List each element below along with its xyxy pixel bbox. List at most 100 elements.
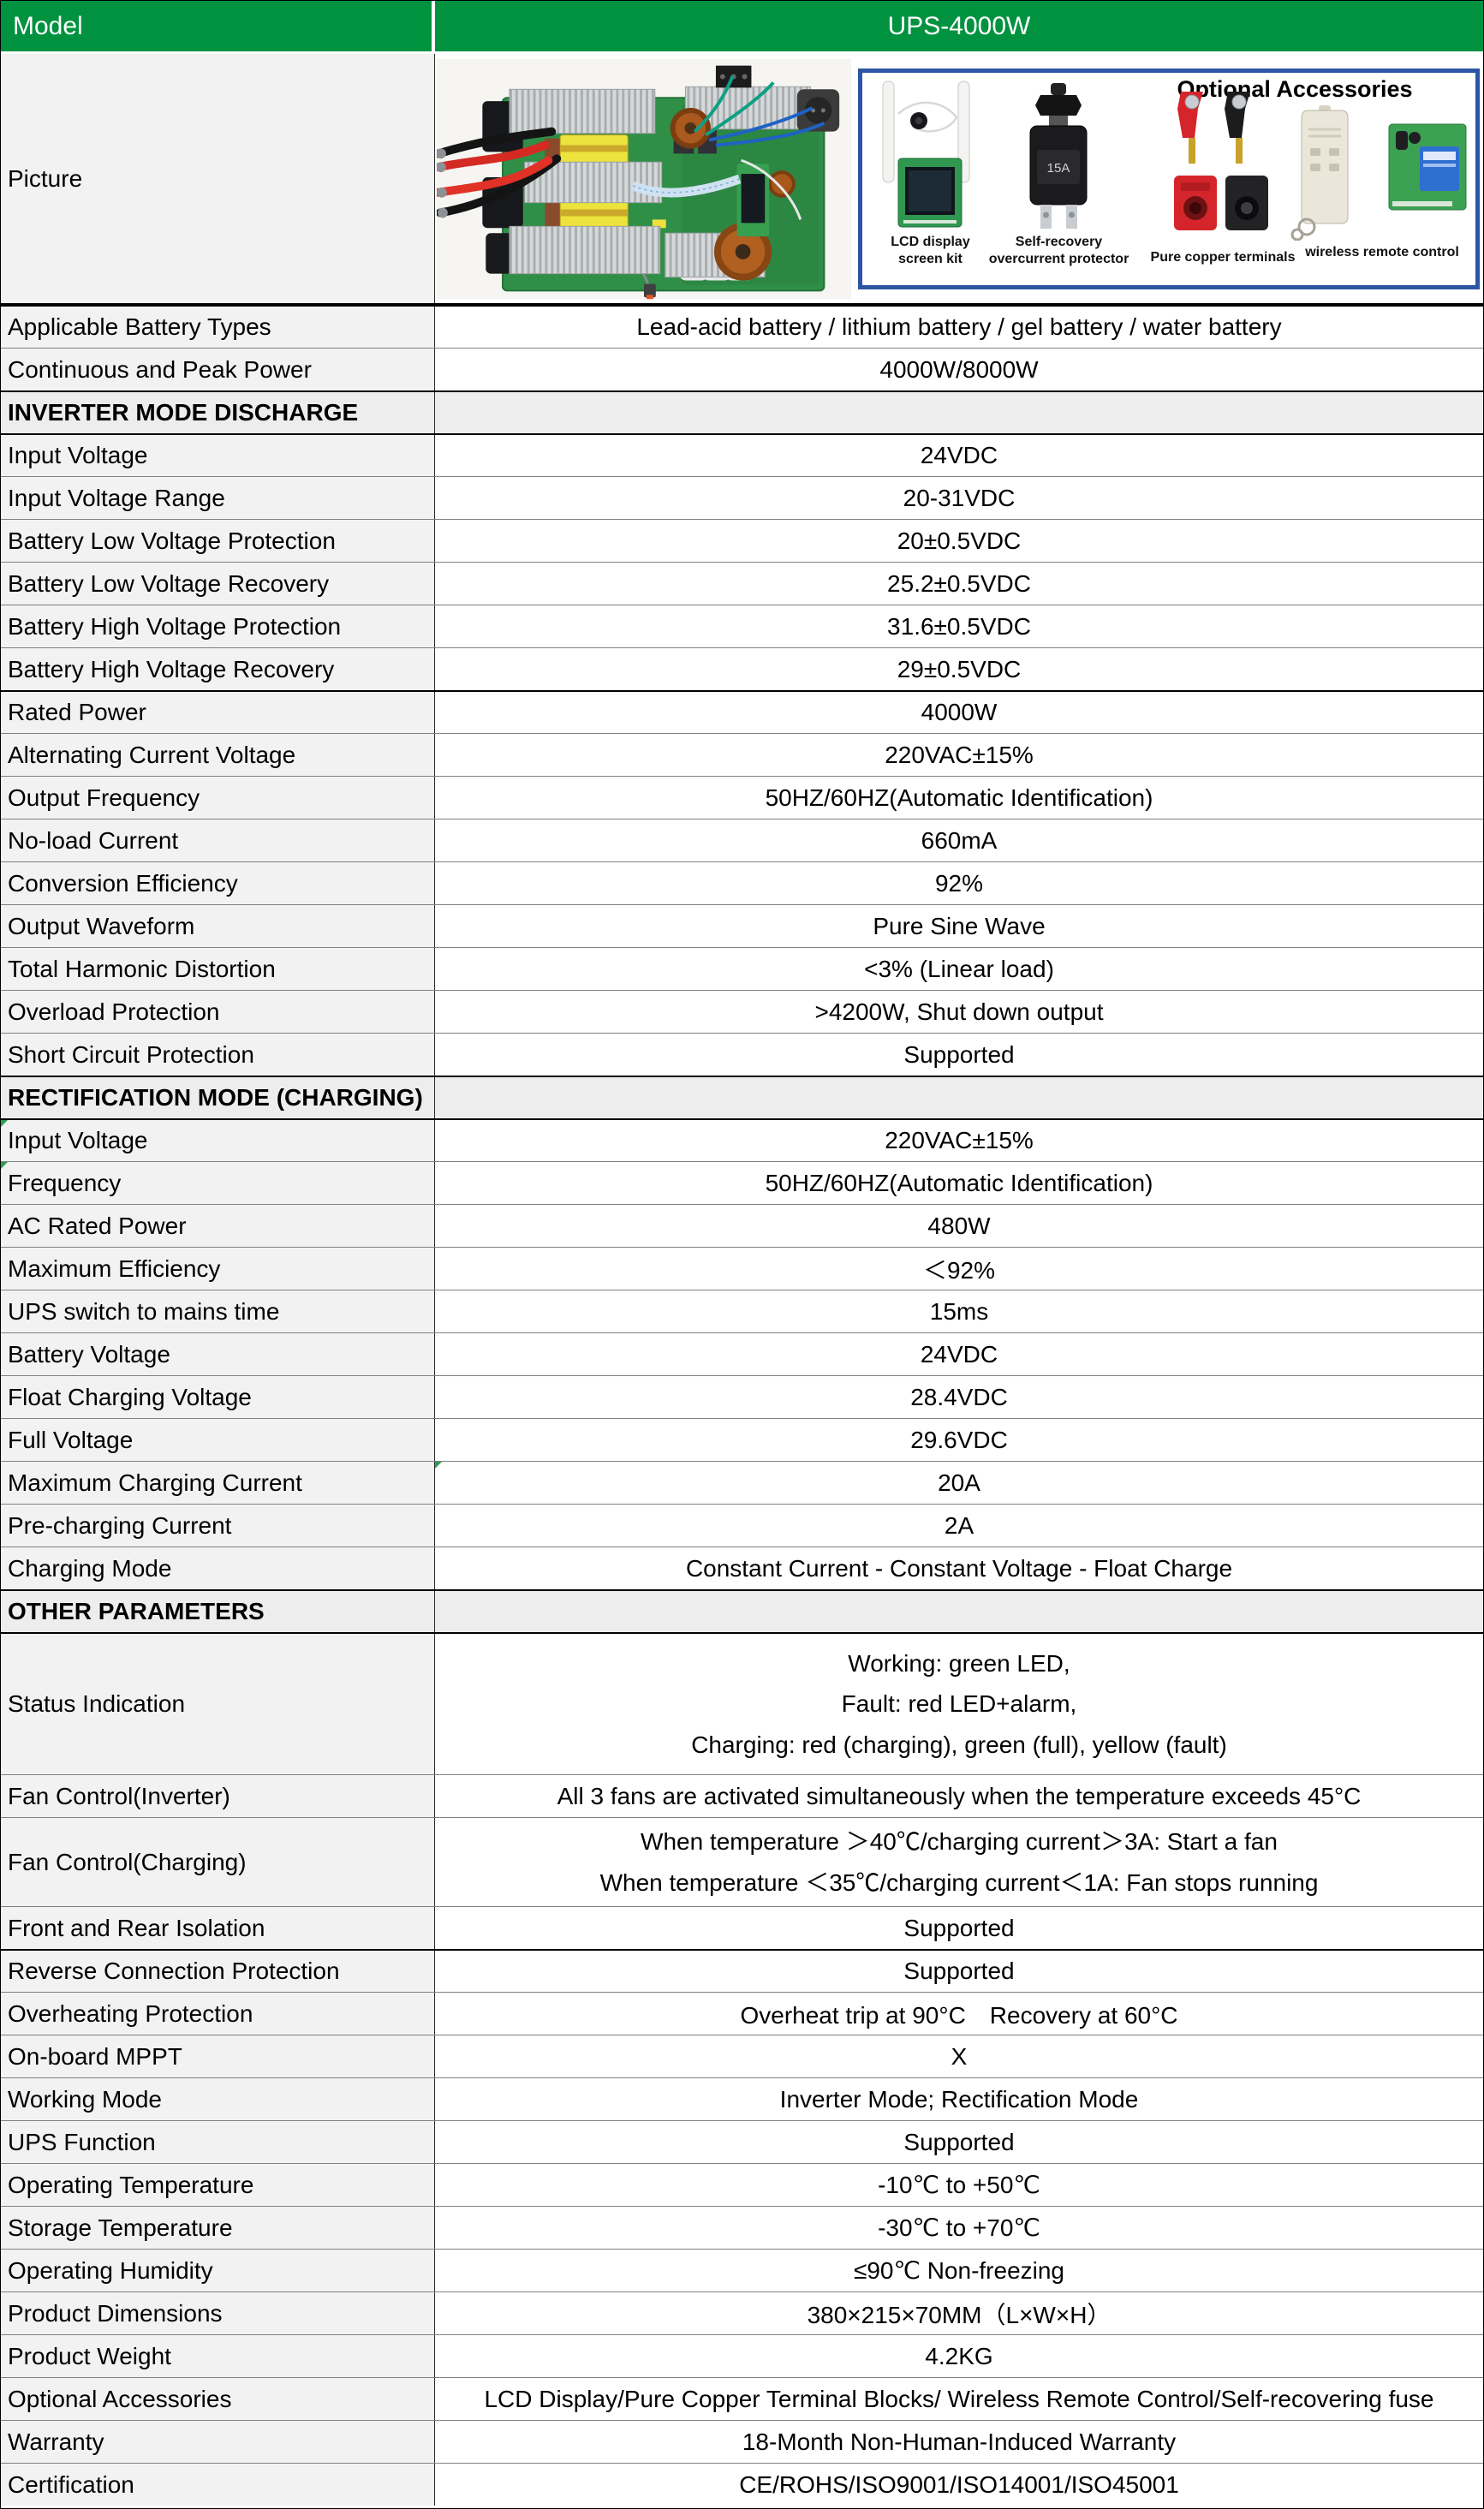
spec-value-text: 20-31VDC xyxy=(903,484,1016,511)
spec-label: Certification xyxy=(1,2464,435,2506)
accessory-caption-remote: wireless remote control xyxy=(1292,244,1472,261)
product-photo xyxy=(434,58,851,300)
spec-label-text: Short Circuit Protection xyxy=(8,1040,254,1068)
spec-label-text: Fan Control(Inverter) xyxy=(8,1782,230,1809)
spec-value-text: 220VAC±15% xyxy=(885,1127,1034,1153)
spec-row: Front and Rear Isolation Supported xyxy=(1,1906,1483,1949)
spec-row: Battery Voltage 24VDC xyxy=(1,1332,1483,1375)
section-title: INVERTER MODE DISCHARGE xyxy=(1,392,435,433)
spec-label: Fan Control(Charging) xyxy=(1,1818,435,1906)
spec-row: Warranty 18-Month Non-Human-Induced Warra… xyxy=(1,2420,1483,2463)
spec-label: Input Voltage xyxy=(1,1120,435,1161)
spec-label-text: Status Indication xyxy=(8,1690,186,1717)
spec-label: Alternating Current Voltage xyxy=(1,734,435,776)
spec-row: Status Indication Working: green LED, Faul… xyxy=(1,1632,1483,1774)
spec-value: Supported xyxy=(435,1907,1483,1949)
spec-row: Maximum Efficiency ＜92% xyxy=(1,1247,1483,1290)
spec-value-text: ≤90℃ Non-freezing xyxy=(853,2257,1065,2284)
spec-label-text: Battery High Voltage Protection xyxy=(8,612,342,640)
spec-value-text: Supported xyxy=(903,2128,1015,2155)
spec-row: No-load Current 660mA xyxy=(1,819,1483,861)
spec-value: Supported xyxy=(435,1034,1483,1076)
spec-value-text: <3% (Linear load) xyxy=(864,955,1054,982)
spec-label: No-load Current xyxy=(1,819,435,861)
spec-label-text: Product Weight xyxy=(8,2342,171,2369)
spec-value-text: 29.6VDC xyxy=(910,1426,1008,1453)
spec-label-text: Input Voltage xyxy=(8,1127,148,1153)
spec-label-text: Working Mode xyxy=(8,2085,163,2113)
self-recovery-overcurrent-protector-icon: 15A xyxy=(1029,82,1088,229)
spec-value-text: 28.4VDC xyxy=(910,1383,1008,1410)
spec-label: Battery Voltage xyxy=(1,1333,435,1375)
spec-row: Certification CE/ROHS/ISO9001/ISO14001/IS… xyxy=(1,2463,1483,2506)
spec-value xyxy=(435,1077,1483,1118)
spec-label-text: AC Rated Power xyxy=(8,1212,187,1239)
spec-value-text: Pure Sine Wave xyxy=(873,912,1046,939)
caption-line: screen kit xyxy=(898,251,963,266)
spec-label-text: Total Harmonic Distortion xyxy=(8,955,276,982)
spec-value: -30℃ to +70℃ xyxy=(435,2207,1483,2249)
spec-value-text: Overheat trip at 90°C Recovery at 60°C xyxy=(740,2001,1178,2029)
spec-label: UPS Function xyxy=(1,2121,435,2163)
spec-value: X xyxy=(435,2035,1483,2077)
spec-label: Battery Low Voltage Recovery xyxy=(1,563,435,605)
spec-label: Optional Accessories xyxy=(1,2378,435,2420)
spec-label-text: UPS switch to mains time xyxy=(8,1297,280,1325)
accessories-title: Optional Accessories xyxy=(1177,75,1413,102)
spec-value: CE/ROHS/ISO9001/ISO14001/ISO45001 xyxy=(435,2464,1483,2506)
spec-label-text: Overload Protection xyxy=(8,998,220,1025)
spec-label: Storage Temperature xyxy=(1,2207,435,2249)
spec-value-text: 660mA xyxy=(921,826,998,854)
spec-label-text: Output Waveform xyxy=(8,912,195,939)
spec-value-text: Lead-acid battery / lithium battery / ge… xyxy=(636,313,1282,340)
spec-label-text: OTHER PARAMETERS xyxy=(8,1598,265,1624)
spec-value: 24VDC xyxy=(435,1333,1483,1375)
spec-label-text: Front and Rear Isolation xyxy=(8,1914,265,1941)
spec-value: 28.4VDC xyxy=(435,1376,1483,1418)
cell-flag-triangle xyxy=(435,1462,442,1469)
spec-row: Battery High Voltage Protection 31.6±0.5V… xyxy=(1,605,1483,647)
spec-label-text: On-board MPPT xyxy=(8,2042,182,2070)
spec-label-text: Rated Power xyxy=(8,699,146,725)
spec-row: Battery High Voltage Recovery 29±0.5VDC xyxy=(1,647,1483,690)
spec-value-text: Inverter Mode; Rectification Mode xyxy=(779,2085,1139,2113)
spec-label-text: INVERTER MODE DISCHARGE xyxy=(8,399,359,426)
spec-label: Battery High Voltage Protection xyxy=(1,605,435,647)
spec-value-text: 380×215×70MM（L×W×H） xyxy=(807,2301,1112,2328)
spec-value: 24VDC xyxy=(435,435,1483,476)
spec-value: Inverter Mode; Rectification Mode xyxy=(435,2078,1483,2120)
spec-value-text: -10℃ to +50℃ xyxy=(878,2172,1040,2198)
spec-value: 20-31VDC xyxy=(435,477,1483,519)
spec-row: AC Rated Power 480W xyxy=(1,1204,1483,1247)
spec-label-text: Full Voltage xyxy=(8,1426,134,1453)
spec-label: Warranty xyxy=(1,2421,435,2463)
spec-row: Input Voltage 220VAC±15% xyxy=(1,1118,1483,1161)
spec-row: Optional Accessories LCD Display/Pure Cop… xyxy=(1,2377,1483,2420)
spec-value-text: 20±0.5VDC xyxy=(897,527,1022,554)
spec-value-text: 29±0.5VDC xyxy=(897,655,1022,682)
spec-value: -10℃ to +50℃ xyxy=(435,2164,1483,2206)
spec-value: 29±0.5VDC xyxy=(435,648,1483,690)
spec-value-text: Supported xyxy=(903,1914,1015,1941)
spec-label-text: Overheating Protection xyxy=(8,1999,253,2027)
spec-label: Fan Control(Inverter) xyxy=(1,1775,435,1817)
spec-value: 480W xyxy=(435,1205,1483,1247)
spec-label-text: Reverse Connection Protection xyxy=(8,1958,340,1984)
spec-value: <3% (Linear load) xyxy=(435,948,1483,990)
spec-value xyxy=(435,1591,1483,1632)
spec-row: Charging Mode Constant Current - Constant… xyxy=(1,1547,1483,1589)
spec-label-text: Storage Temperature xyxy=(8,2214,233,2241)
spec-row: Frequency 50HZ/60HZ(Automatic Identificat… xyxy=(1,1161,1483,1204)
picture-row: Picture xyxy=(1,54,1483,305)
spec-label-text: Product Dimensions xyxy=(8,2299,223,2327)
section-title: OTHER PARAMETERS xyxy=(1,1591,435,1632)
spec-label: Output Waveform xyxy=(1,905,435,947)
spec-label-text: Battery Voltage xyxy=(8,1340,170,1368)
spec-value: Lead-acid battery / lithium battery / ge… xyxy=(435,307,1483,348)
spec-value-text: 4000W/8000W xyxy=(879,355,1039,383)
spec-value-text: 2A xyxy=(944,1511,974,1539)
section-title: RECTIFICATION MODE (CHARGING) xyxy=(1,1077,435,1118)
spec-value-line: Charging: red (charging), green (full), … xyxy=(691,1731,1227,1758)
spec-value: 31.6±0.5VDC xyxy=(435,605,1483,647)
